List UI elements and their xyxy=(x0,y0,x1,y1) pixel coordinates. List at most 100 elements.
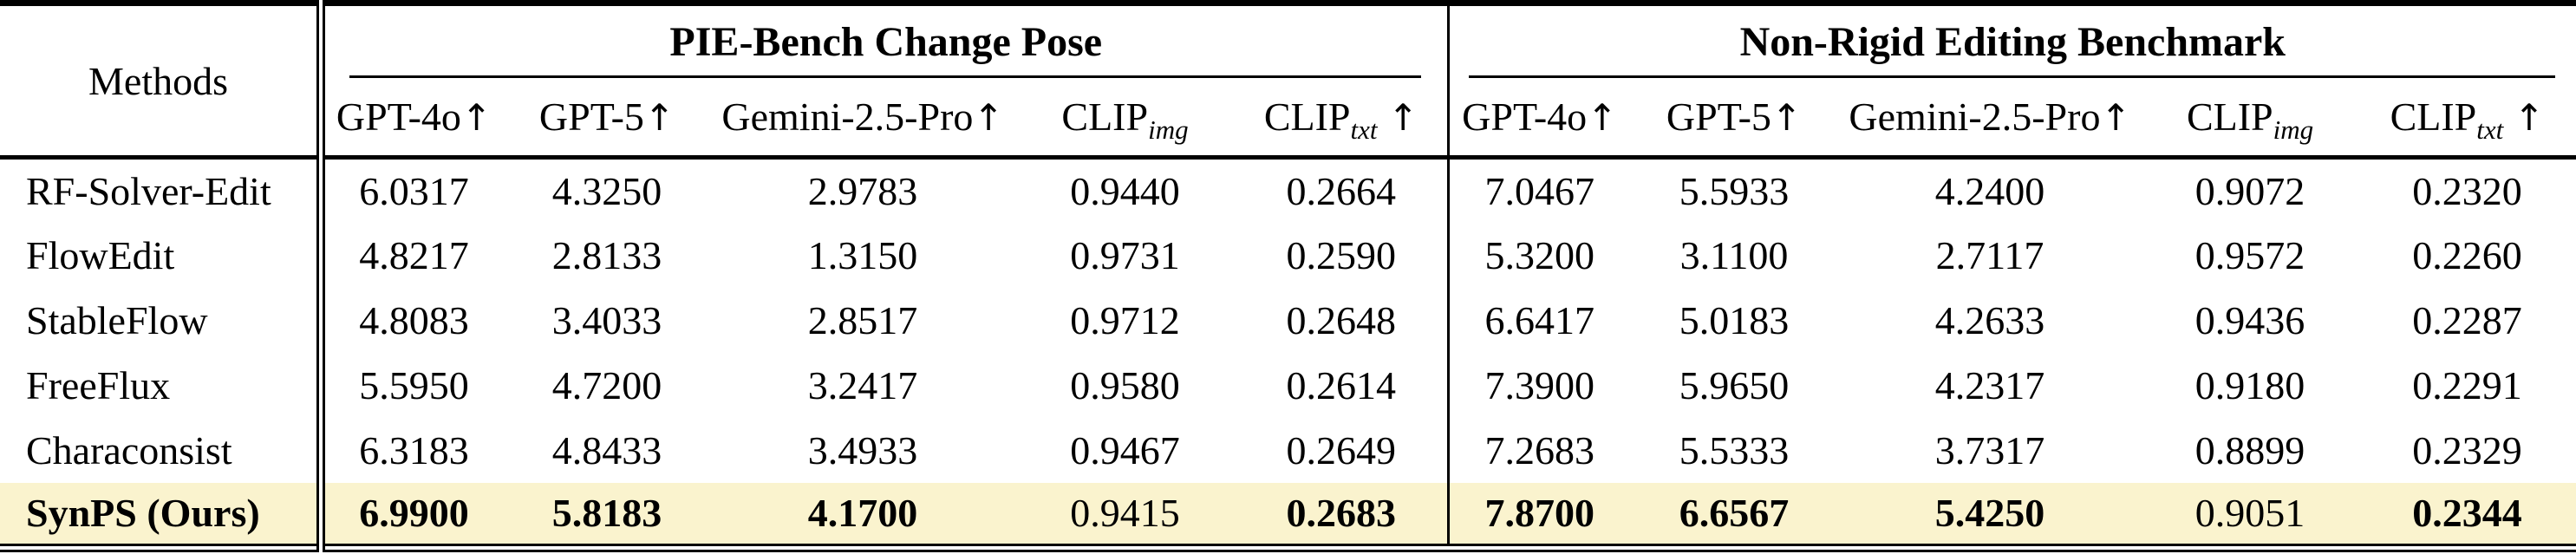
column-header-clip-img-left: CLIPimg xyxy=(1014,77,1236,160)
metric-cell: 6.0317 xyxy=(359,168,469,213)
column-header-gpt4o-right: GPT-4o↑ xyxy=(1446,77,1631,160)
up-arrow-icon: ↑ xyxy=(643,95,675,139)
metric-cell: 4.2633 xyxy=(1934,297,2045,342)
metric-cell: 0.2649 xyxy=(1286,427,1397,473)
table-row-synps-ours-highlighted: SynPS (Ours) 6.9900 5.8183 4.1700 0.9415… xyxy=(0,482,2576,548)
method-cell: FlowEdit xyxy=(0,222,325,288)
metric-cell: 0.2683 xyxy=(1236,482,1449,548)
column-header-gemini-left: Gemini-2.5-Pro↑ xyxy=(711,77,1014,160)
table-row-rf-solver-edit: RF-Solver-Edit 6.0317 4.3250 2.9783 0.94… xyxy=(0,157,2576,223)
metric-cell: 0.9580 xyxy=(1070,362,1180,407)
cmidrule-right xyxy=(1468,75,2556,78)
group-title-text: PIE-Bench Change Pose xyxy=(669,18,1103,65)
method-cell: StableFlow xyxy=(0,287,325,353)
metric-cell: 4.8083 xyxy=(359,297,469,342)
metric-cell: 4.8433 xyxy=(551,427,662,473)
metric-cell: 2.8517 xyxy=(807,297,918,342)
metric-cell: 0.2287 xyxy=(2412,297,2522,342)
metric-cell: 6.3183 xyxy=(359,427,469,473)
metric-cell: 0.9731 xyxy=(1070,232,1180,277)
metric-cell: 3.7317 xyxy=(1934,427,2045,473)
metric-cell: 5.5950 xyxy=(359,362,469,407)
column-header-gpt5-right: GPT-5↑ xyxy=(1630,77,1839,160)
column-header-row: GPT-4o↑ GPT-5↑ Gemini-2.5-Pro↑ CLIPimg C… xyxy=(0,77,2576,160)
table-row-stableflow: StableFlow 4.8083 3.4033 2.8517 0.9712 0… xyxy=(0,287,2576,353)
metric-cell: 2.7117 xyxy=(1935,232,2044,277)
metric-cell: 0.2260 xyxy=(2412,232,2522,277)
table-row-flowedit: FlowEdit 4.8217 2.8133 1.3150 0.9731 0.2… xyxy=(0,222,2576,288)
metric-cell: 3.2417 xyxy=(807,362,918,407)
metric-cell: 6.6417 xyxy=(1446,287,1631,353)
metric-cell: 0.8899 xyxy=(2194,427,2305,473)
metric-cell: 0.9051 xyxy=(2142,482,2359,548)
group-title-non-rigid: Non-Rigid Editing Benchmark xyxy=(1446,3,2576,78)
column-header-clip-img-right: CLIPimg xyxy=(2142,77,2359,160)
metric-cell: 0.2614 xyxy=(1286,362,1397,407)
column-header-gemini-right: Gemini-2.5-Pro↑ xyxy=(1838,77,2142,160)
metric-cell: 0.9712 xyxy=(1070,297,1180,342)
cmidrule-left xyxy=(349,75,1421,78)
metric-cell: 7.8700 xyxy=(1446,482,1631,548)
metric-cell: 6.6567 xyxy=(1630,482,1839,548)
method-cell: FreeFlux xyxy=(0,352,325,418)
column-header-clip-txt-right: CLIPtxt ↑ xyxy=(2358,77,2576,160)
up-arrow-icon: ↑ xyxy=(2514,95,2545,139)
column-header-clip-txt-left: CLIPtxt ↑ xyxy=(1236,77,1449,160)
metric-cell: 4.3250 xyxy=(551,168,662,213)
metric-cell: 4.2317 xyxy=(1934,362,2045,407)
metric-cell: 0.9440 xyxy=(1070,168,1180,213)
metric-cell: 0.9415 xyxy=(1014,482,1236,548)
metric-cell: 5.0183 xyxy=(1679,297,1790,342)
metric-cell: 4.7200 xyxy=(551,362,662,407)
method-cell: Characonsist xyxy=(0,417,325,483)
metric-cell: 5.8183 xyxy=(503,482,711,548)
group-title-row: Methods PIE-Bench Change Pose Non-Rigid … xyxy=(0,3,2576,160)
up-arrow-icon: ↑ xyxy=(2100,95,2131,139)
metric-cell: 0.2291 xyxy=(2412,362,2522,407)
metric-cell: 3.4033 xyxy=(551,297,662,342)
metric-cell: 5.4250 xyxy=(1838,482,2142,548)
metric-cell: 3.1100 xyxy=(1679,232,1789,277)
metric-cell: 3.4933 xyxy=(807,427,918,473)
up-arrow-icon: ↑ xyxy=(973,95,1004,139)
table-row-characonsist: Characonsist 6.3183 4.8433 3.4933 0.9467… xyxy=(0,417,2576,483)
up-arrow-icon: ↑ xyxy=(1771,95,1803,139)
metric-cell: 5.9650 xyxy=(1679,362,1790,407)
metric-cell: 0.9180 xyxy=(2194,362,2305,407)
group-title-pie-bench: PIE-Bench Change Pose xyxy=(321,3,1448,78)
metric-cell: 4.2400 xyxy=(1934,168,2045,213)
metric-cell: 5.5333 xyxy=(1679,427,1790,473)
up-arrow-icon: ↑ xyxy=(1387,95,1418,139)
column-header-gpt4o-left: GPT-4o↑ xyxy=(321,77,503,160)
metric-cell: 5.3200 xyxy=(1446,222,1631,288)
metric-cell: 7.0467 xyxy=(1446,157,1631,223)
metric-cell: 0.2664 xyxy=(1286,168,1397,213)
metric-cell: 0.2648 xyxy=(1286,297,1397,342)
up-arrow-icon: ↑ xyxy=(460,95,492,139)
method-cell: SynPS (Ours) xyxy=(0,482,325,548)
metric-cell: 2.8133 xyxy=(551,232,662,277)
metric-cell: 0.2344 xyxy=(2358,482,2576,548)
table-row-freeflux: FreeFlux 5.5950 4.7200 3.2417 0.9580 0.2… xyxy=(0,352,2576,418)
metric-cell: 0.2320 xyxy=(2412,168,2522,213)
method-cell: RF-Solver-Edit xyxy=(0,157,325,223)
metric-cell: 4.8217 xyxy=(359,232,469,277)
metric-cell: 0.2329 xyxy=(2412,427,2522,473)
methods-column-header: Methods xyxy=(0,3,325,160)
metric-cell: 0.9072 xyxy=(2194,168,2305,213)
metric-cell: 0.2590 xyxy=(1286,232,1397,277)
metric-cell: 0.9467 xyxy=(1070,427,1180,473)
metric-cell: 1.3150 xyxy=(807,232,918,277)
up-arrow-icon: ↑ xyxy=(1587,95,1618,139)
metric-cell: 2.9783 xyxy=(807,168,918,213)
metric-cell: 4.1700 xyxy=(711,482,1014,548)
metric-cell: 5.5933 xyxy=(1679,168,1790,213)
metric-cell: 0.9436 xyxy=(2194,297,2305,342)
metric-cell: 7.3900 xyxy=(1446,352,1631,418)
metric-cell: 7.2683 xyxy=(1446,417,1631,483)
group-title-text: Non-Rigid Editing Benchmark xyxy=(1739,18,2286,65)
column-header-gpt5-left: GPT-5↑ xyxy=(503,77,711,160)
metric-cell: 0.9572 xyxy=(2194,232,2305,277)
